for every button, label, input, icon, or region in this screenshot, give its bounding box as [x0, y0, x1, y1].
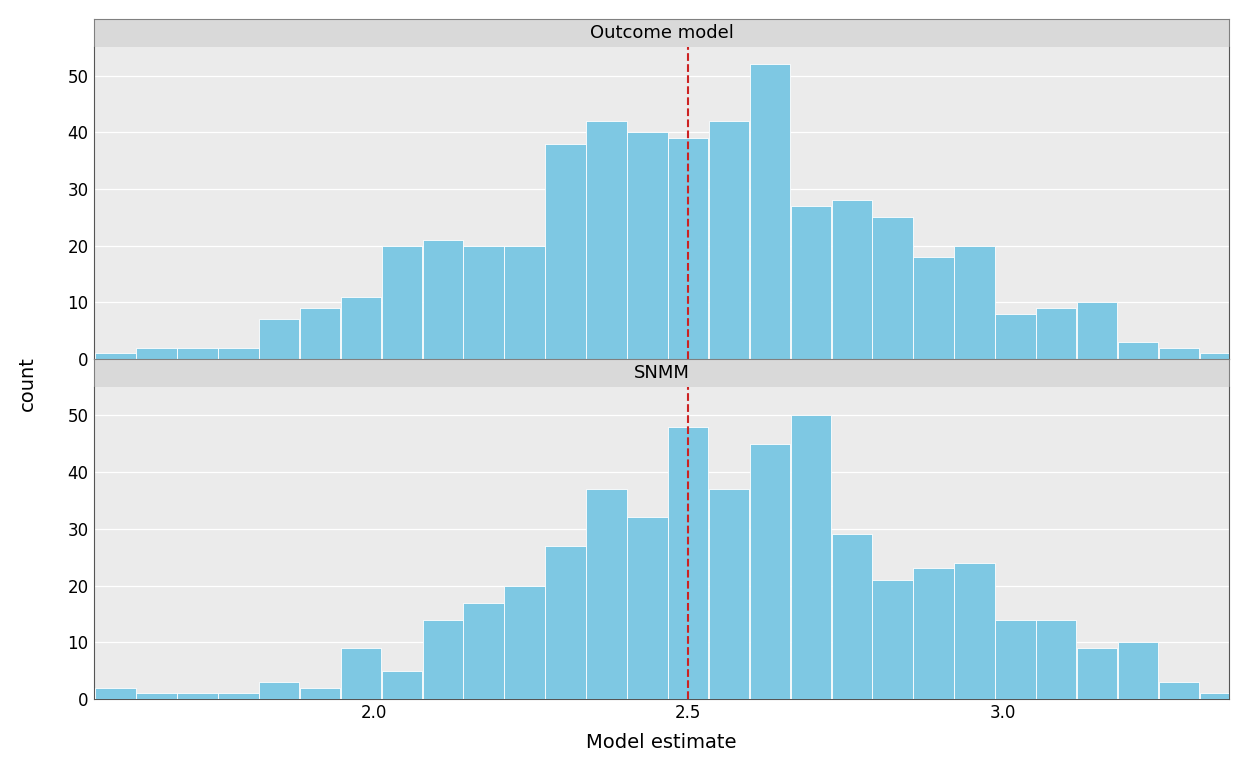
Bar: [423, 240, 463, 359]
Bar: [218, 694, 258, 699]
Bar: [709, 121, 749, 359]
Bar: [831, 200, 872, 359]
X-axis label: Model estimate: Model estimate: [587, 733, 736, 752]
Bar: [1077, 303, 1117, 359]
Bar: [914, 568, 953, 699]
Bar: [423, 620, 463, 699]
Bar: [1158, 348, 1199, 359]
Bar: [1199, 694, 1241, 699]
Bar: [955, 563, 995, 699]
Bar: [300, 687, 341, 699]
Bar: [1077, 648, 1117, 699]
Bar: [382, 246, 422, 359]
Bar: [341, 296, 381, 359]
Bar: [177, 348, 217, 359]
Text: SNMM: SNMM: [634, 364, 689, 382]
Bar: [463, 603, 504, 699]
Bar: [1036, 308, 1077, 359]
Bar: [95, 687, 136, 699]
Bar: [545, 546, 585, 699]
Bar: [177, 694, 217, 699]
Bar: [995, 313, 1036, 359]
Bar: [626, 518, 668, 699]
Bar: [668, 427, 709, 699]
Bar: [463, 246, 504, 359]
Bar: [1036, 620, 1077, 699]
Bar: [872, 217, 912, 359]
Bar: [914, 257, 953, 359]
Bar: [626, 132, 668, 359]
Bar: [709, 489, 749, 699]
Bar: [750, 444, 790, 699]
Bar: [300, 308, 341, 359]
Bar: [668, 138, 709, 359]
Bar: [1241, 694, 1248, 699]
Bar: [831, 535, 872, 699]
Bar: [136, 694, 177, 699]
Bar: [218, 348, 258, 359]
Bar: [587, 489, 626, 699]
Bar: [791, 415, 831, 699]
Bar: [95, 353, 136, 359]
Bar: [260, 682, 300, 699]
Bar: [1199, 353, 1241, 359]
Bar: [341, 648, 381, 699]
Bar: [382, 670, 422, 699]
Bar: [955, 246, 995, 359]
Bar: [1158, 682, 1199, 699]
Bar: [545, 144, 585, 359]
Bar: [587, 121, 626, 359]
Bar: [504, 585, 545, 699]
Bar: [504, 246, 545, 359]
Bar: [1118, 642, 1158, 699]
Bar: [1118, 342, 1158, 359]
Text: count: count: [17, 356, 37, 412]
Bar: [995, 620, 1036, 699]
Bar: [791, 206, 831, 359]
Bar: [750, 65, 790, 359]
Bar: [136, 348, 177, 359]
Bar: [872, 580, 912, 699]
Text: Outcome model: Outcome model: [589, 25, 734, 42]
Bar: [260, 319, 300, 359]
